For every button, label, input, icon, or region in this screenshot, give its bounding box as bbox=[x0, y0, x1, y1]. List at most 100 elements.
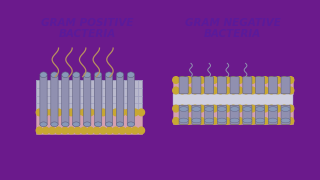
Circle shape bbox=[119, 127, 125, 134]
Circle shape bbox=[186, 105, 192, 112]
FancyBboxPatch shape bbox=[217, 77, 227, 94]
Ellipse shape bbox=[51, 122, 58, 127]
Circle shape bbox=[43, 127, 49, 134]
FancyBboxPatch shape bbox=[127, 76, 134, 125]
Ellipse shape bbox=[62, 122, 69, 127]
Ellipse shape bbox=[217, 118, 227, 123]
Ellipse shape bbox=[116, 72, 124, 78]
Circle shape bbox=[138, 109, 145, 116]
Circle shape bbox=[236, 118, 243, 124]
Ellipse shape bbox=[256, 107, 265, 111]
Circle shape bbox=[192, 77, 198, 83]
Ellipse shape bbox=[179, 107, 188, 111]
FancyBboxPatch shape bbox=[243, 77, 252, 94]
Ellipse shape bbox=[105, 72, 113, 78]
Circle shape bbox=[217, 77, 224, 83]
Circle shape bbox=[55, 109, 62, 116]
FancyBboxPatch shape bbox=[281, 105, 290, 124]
FancyBboxPatch shape bbox=[40, 76, 47, 125]
FancyBboxPatch shape bbox=[84, 76, 91, 125]
Circle shape bbox=[287, 77, 294, 83]
Circle shape bbox=[217, 118, 224, 124]
Circle shape bbox=[224, 87, 230, 94]
Circle shape bbox=[287, 87, 294, 94]
Circle shape bbox=[186, 87, 192, 94]
Circle shape bbox=[268, 77, 275, 83]
Circle shape bbox=[281, 77, 287, 83]
FancyBboxPatch shape bbox=[243, 105, 252, 124]
Circle shape bbox=[230, 118, 236, 124]
Circle shape bbox=[281, 118, 287, 124]
Ellipse shape bbox=[84, 122, 91, 127]
Circle shape bbox=[100, 127, 106, 134]
Circle shape bbox=[87, 109, 93, 116]
Ellipse shape bbox=[84, 72, 91, 78]
Ellipse shape bbox=[127, 122, 134, 127]
Circle shape bbox=[217, 87, 224, 94]
Circle shape bbox=[179, 87, 186, 94]
Circle shape bbox=[236, 105, 243, 112]
Circle shape bbox=[236, 77, 243, 83]
Bar bbox=[173, 105, 293, 124]
Ellipse shape bbox=[243, 107, 252, 111]
Circle shape bbox=[68, 109, 75, 116]
Ellipse shape bbox=[62, 72, 69, 78]
Circle shape bbox=[224, 105, 230, 112]
FancyBboxPatch shape bbox=[179, 105, 188, 124]
Circle shape bbox=[100, 109, 106, 116]
Ellipse shape bbox=[40, 122, 47, 127]
Circle shape bbox=[275, 118, 281, 124]
Circle shape bbox=[173, 77, 179, 83]
Circle shape bbox=[43, 109, 49, 116]
Circle shape bbox=[186, 77, 192, 83]
Circle shape bbox=[204, 118, 211, 124]
Circle shape bbox=[132, 109, 138, 116]
Bar bbox=[36, 109, 142, 134]
Circle shape bbox=[268, 105, 275, 112]
Circle shape bbox=[179, 105, 186, 112]
Circle shape bbox=[81, 127, 87, 134]
Circle shape bbox=[256, 118, 262, 124]
Ellipse shape bbox=[94, 122, 102, 127]
Ellipse shape bbox=[179, 118, 188, 123]
Circle shape bbox=[256, 77, 262, 83]
Ellipse shape bbox=[127, 72, 134, 78]
Circle shape bbox=[262, 118, 268, 124]
Ellipse shape bbox=[51, 72, 58, 78]
Circle shape bbox=[68, 127, 75, 134]
Circle shape bbox=[132, 127, 138, 134]
Circle shape bbox=[173, 118, 179, 124]
Circle shape bbox=[236, 87, 243, 94]
FancyBboxPatch shape bbox=[179, 77, 188, 94]
Circle shape bbox=[249, 87, 256, 94]
Circle shape bbox=[249, 118, 256, 124]
Circle shape bbox=[75, 109, 81, 116]
Circle shape bbox=[211, 105, 217, 112]
Ellipse shape bbox=[73, 122, 80, 127]
Circle shape bbox=[36, 127, 43, 134]
Text: GRAM POSITIVE
BACTERIA: GRAM POSITIVE BACTERIA bbox=[41, 18, 133, 39]
Ellipse shape bbox=[204, 118, 214, 123]
Bar bbox=[173, 77, 293, 94]
Circle shape bbox=[230, 77, 236, 83]
Circle shape bbox=[243, 118, 249, 124]
Circle shape bbox=[62, 109, 68, 116]
Circle shape bbox=[62, 127, 68, 134]
FancyBboxPatch shape bbox=[105, 76, 113, 125]
Circle shape bbox=[198, 87, 204, 94]
Ellipse shape bbox=[281, 107, 290, 111]
Ellipse shape bbox=[243, 118, 252, 123]
Ellipse shape bbox=[230, 107, 239, 111]
Ellipse shape bbox=[192, 107, 201, 111]
Bar bbox=[173, 94, 293, 105]
Circle shape bbox=[198, 77, 204, 83]
Circle shape bbox=[211, 118, 217, 124]
Circle shape bbox=[198, 105, 204, 112]
Circle shape bbox=[204, 105, 211, 112]
Circle shape bbox=[204, 77, 211, 83]
Circle shape bbox=[125, 109, 132, 116]
Circle shape bbox=[262, 77, 268, 83]
Circle shape bbox=[198, 118, 204, 124]
Circle shape bbox=[287, 118, 294, 124]
Ellipse shape bbox=[204, 107, 214, 111]
